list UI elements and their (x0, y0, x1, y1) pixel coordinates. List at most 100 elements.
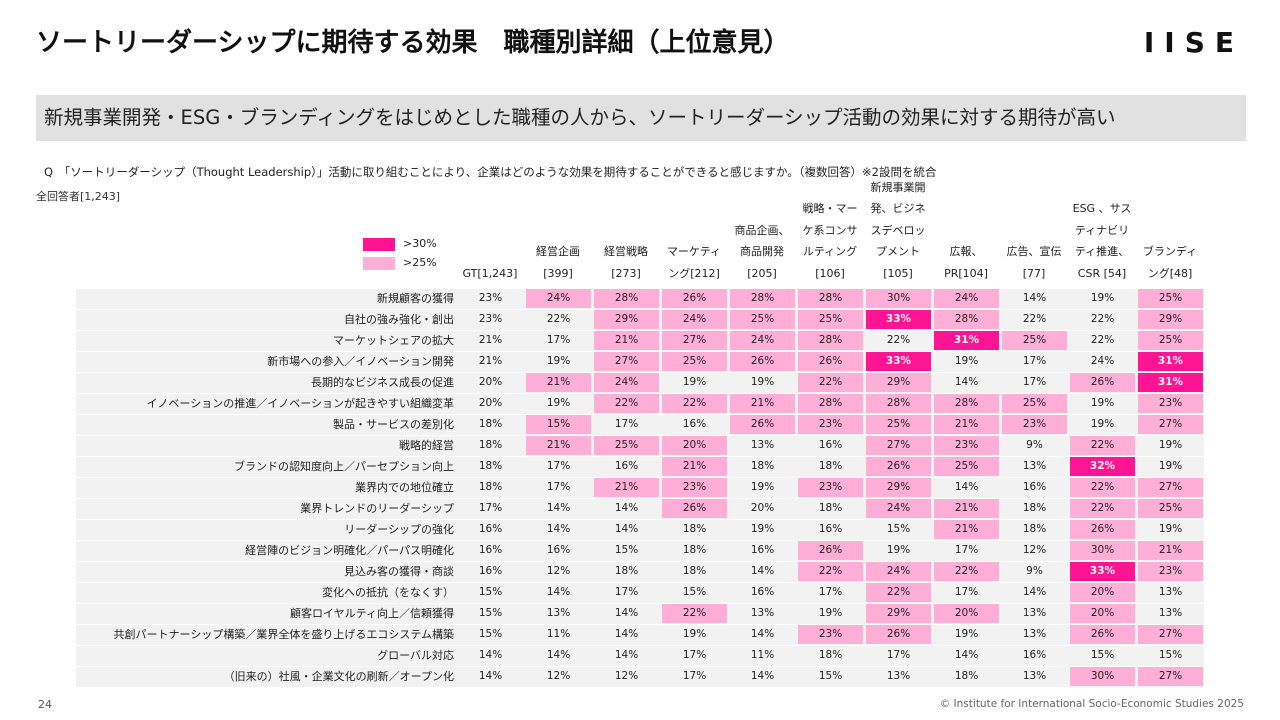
table-cell: 27% (1138, 415, 1203, 434)
row-label: 戦略的経営 (399, 439, 454, 452)
row-label: 新規顧客の獲得 (377, 292, 454, 305)
table-cell: 25% (730, 310, 795, 329)
row-label: イノベーションの推進／イノベーションが起きやすい組織変革 (146, 397, 454, 410)
table-cell: 26% (662, 499, 727, 518)
table-cell: 23% (478, 313, 503, 325)
table-cell: 28% (866, 394, 931, 413)
table-cell: 25% (662, 352, 727, 371)
table-cell: 22% (934, 562, 999, 581)
table-cell: 17% (1022, 376, 1047, 388)
legend-label-high: >30% (403, 237, 437, 250)
table-cell: 17% (478, 502, 503, 514)
table-cell: 25% (1002, 394, 1067, 413)
table-cell: 23% (662, 478, 727, 497)
table-cell: 22% (662, 394, 727, 413)
table-cell: 21% (730, 394, 795, 413)
table-cell: 14% (546, 502, 571, 514)
table-cell: 18% (478, 460, 503, 472)
table-cell: 30% (1070, 667, 1135, 686)
table-cell: 22% (798, 562, 863, 581)
table-cell: 19% (750, 481, 775, 493)
table-cell: 14% (1022, 586, 1047, 598)
column-header: 新規事業開 発、ビジネ スデベロッ プメント [105] (870, 180, 926, 280)
table-cell: 21% (1138, 541, 1203, 560)
table-cell: 25% (798, 310, 863, 329)
table-cell: 30% (866, 289, 931, 308)
table-cell: 25% (866, 415, 931, 434)
table-cell: 13% (1158, 607, 1183, 619)
table-cell: 14% (954, 481, 979, 493)
table-cell: 27% (1138, 667, 1203, 686)
table-cell: 18% (478, 439, 503, 451)
table-cell: 18% (682, 544, 707, 556)
table-cell: 9% (1026, 565, 1043, 577)
table-cell: 19% (1158, 439, 1183, 451)
table-cell: 19% (1158, 460, 1183, 472)
table-cell: 17% (954, 544, 979, 556)
table-cell: 13% (1022, 670, 1047, 682)
table-cell: 22% (1070, 499, 1135, 518)
table-cell: 14% (478, 649, 503, 661)
table-cell: 19% (954, 355, 979, 367)
table-cell: 14% (750, 565, 775, 577)
table-cell: 25% (1138, 499, 1203, 518)
table-cell: 24% (526, 289, 591, 308)
table-cell: 23% (798, 415, 863, 434)
table-cell: 19% (546, 397, 571, 409)
table-cell: 28% (934, 310, 999, 329)
table-cell: 25% (1138, 331, 1203, 350)
table-cell: 16% (614, 460, 639, 472)
page-title: ソートリーダーシップに期待する効果 職種別詳細（上位意見） (36, 28, 790, 58)
table-cell: 21% (526, 373, 591, 392)
table-cell: 16% (818, 439, 843, 451)
table-cell: 14% (546, 649, 571, 661)
table-cell: 26% (662, 289, 727, 308)
table-cell: 23% (478, 292, 503, 304)
table-cell: 22% (662, 604, 727, 623)
page-number: 24 (38, 698, 52, 711)
table-cell: 14% (1022, 292, 1047, 304)
table-cell: 13% (886, 670, 911, 682)
table-cell: 18% (750, 460, 775, 472)
table-cell: 17% (546, 334, 571, 346)
table-cell: 25% (1002, 331, 1067, 350)
row-label: グローバル対応 (377, 649, 454, 662)
table-cell: 19% (682, 376, 707, 388)
table-cell: 16% (478, 523, 503, 535)
table-cell: 27% (1138, 625, 1203, 644)
table-cell: 23% (934, 436, 999, 455)
table-cell: 22% (886, 334, 911, 346)
table-cell: 26% (1070, 625, 1135, 644)
table-cell: 12% (1022, 544, 1047, 556)
table-cell: 31% (934, 331, 999, 350)
column-header: 広報、 PR[104] (944, 245, 988, 280)
table-cell: 25% (934, 457, 999, 476)
table-cell: 33% (1070, 562, 1135, 581)
table-cell: 19% (1090, 418, 1115, 430)
row-label: 顧客ロイヤルティ向上／信頼獲得 (289, 607, 454, 620)
table-cell: 15% (886, 523, 911, 535)
column-header: 戦略・マー ケ系コンサ ルティング [106] (802, 202, 858, 280)
row-label: 変化への抵抗（をなくす） (322, 586, 454, 599)
table-cell: 25% (594, 436, 659, 455)
table-cell: 16% (750, 544, 775, 556)
legend-swatch-high (363, 237, 395, 251)
table-cell: 20% (478, 397, 503, 409)
table-cell: 30% (1070, 541, 1135, 560)
table-cell: 19% (750, 376, 775, 388)
table-cell: 17% (682, 649, 707, 661)
table-cell: 21% (526, 436, 591, 455)
table-cell: 14% (478, 670, 503, 682)
table-cell: 22% (866, 583, 931, 602)
table-cell: 20% (934, 604, 999, 623)
table-cell: 13% (1022, 607, 1047, 619)
table-cell: 23% (1138, 394, 1203, 413)
table-cell: 19% (954, 628, 979, 640)
legend-label-mid: >25% (403, 256, 437, 269)
table-cell: 23% (798, 625, 863, 644)
table-cell: 19% (682, 628, 707, 640)
table-cell: 14% (614, 502, 639, 514)
row-label: 新市場への参入／イノベーション開発 (267, 355, 454, 368)
table-cell: 12% (546, 670, 571, 682)
table-cell: 18% (478, 418, 503, 430)
